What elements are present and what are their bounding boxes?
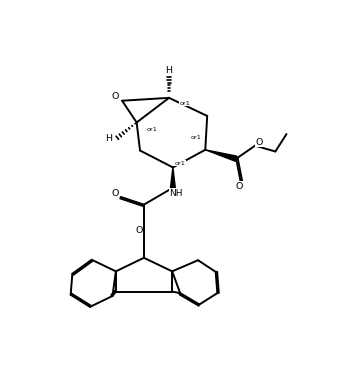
- Text: O: O: [135, 227, 143, 235]
- Text: or1: or1: [190, 135, 201, 140]
- Text: O: O: [112, 189, 119, 198]
- Text: or1: or1: [175, 161, 186, 165]
- Text: H: H: [166, 66, 173, 75]
- Text: or1: or1: [146, 127, 157, 132]
- Text: NH: NH: [169, 188, 182, 198]
- Text: or1: or1: [179, 101, 190, 106]
- Text: O: O: [112, 92, 119, 101]
- Polygon shape: [170, 167, 175, 188]
- Polygon shape: [205, 150, 237, 161]
- Text: O: O: [256, 138, 263, 147]
- Text: H: H: [106, 134, 113, 143]
- Text: O: O: [236, 182, 243, 191]
